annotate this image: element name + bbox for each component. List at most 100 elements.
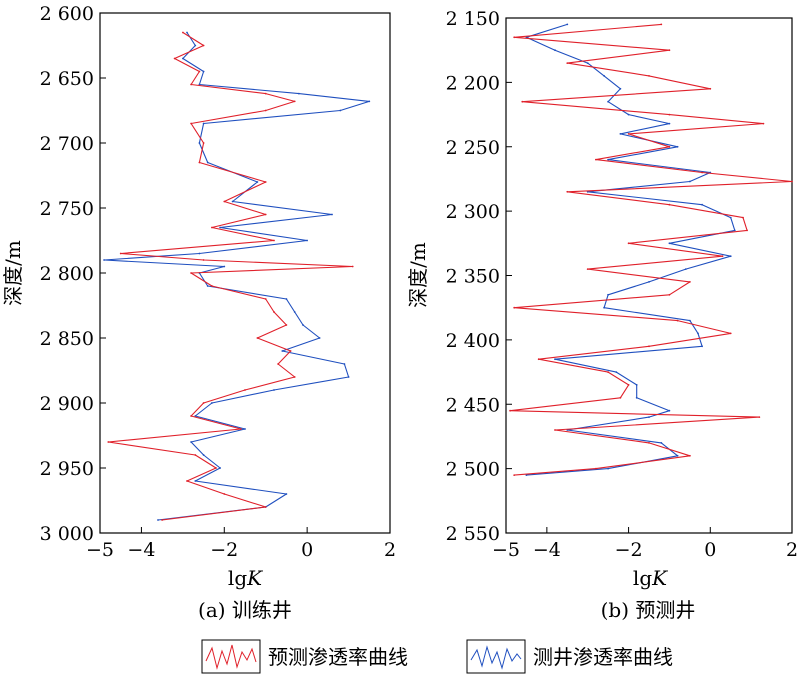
y-tick-label: 2 750 (40, 198, 94, 220)
data-point-predicted (285, 324, 288, 326)
data-point-logged (689, 180, 691, 183)
data-point-predicted (264, 92, 267, 95)
data-point-predicted (619, 396, 622, 399)
data-point-logged (668, 242, 671, 245)
data-point-predicted (202, 44, 205, 47)
y-axis-title: 深度/m (1, 240, 25, 306)
data-point-logged (729, 216, 732, 219)
data-point-predicted (293, 100, 296, 103)
series-line-logged (525, 23, 736, 476)
x-tick-label: −5 (492, 539, 520, 561)
data-point-predicted (676, 319, 679, 322)
data-point-logged (607, 100, 609, 103)
data-point-logged (554, 49, 556, 52)
data-point-predicted (182, 31, 184, 34)
data-point-logged (619, 133, 622, 135)
y-axis-title: 深度/m (406, 242, 430, 308)
data-point-predicted (668, 113, 671, 116)
data-point-logged (206, 285, 209, 287)
data-point-logged (202, 122, 205, 125)
data-point-logged (566, 23, 569, 26)
data-point-predicted (513, 306, 516, 309)
data-point-predicted (701, 171, 703, 174)
data-point-predicted (190, 83, 193, 86)
data-point-logged (318, 337, 321, 339)
series-layer (509, 23, 793, 476)
data-point-logged (368, 100, 371, 103)
y-tick-label: 2 600 (40, 3, 94, 25)
data-point-predicted (119, 252, 122, 255)
data-point-logged (198, 142, 201, 144)
data-point-logged (676, 145, 679, 148)
data-point-logged (689, 319, 691, 322)
ticks-layer: −5 −4 −2 0 2 2 150 2 200 2 250 2 300 2 350 2 400 2 … (446, 8, 798, 561)
data-point-predicted (607, 371, 609, 373)
data-point-logged (648, 281, 650, 283)
data-point-logged (223, 265, 226, 268)
legend-line-logged (470, 645, 522, 670)
data-point-predicted (202, 402, 205, 404)
x-axis-title: lgK (633, 566, 668, 590)
x-axis-title: lgK (228, 566, 263, 590)
data-point-predicted (264, 213, 267, 216)
data-point-logged (186, 31, 188, 34)
y-tick-label: 2 150 (446, 8, 500, 30)
y-tick-label: 3 000 (40, 523, 94, 545)
data-point-logged (615, 371, 618, 373)
data-point-logged (701, 345, 703, 348)
data-point-logged (701, 203, 703, 206)
legend-swatch-predicted (201, 639, 261, 674)
y-tick-label: 2 550 (446, 523, 500, 545)
data-point-predicted (709, 87, 712, 90)
panel-training-well: −5 −4 −2 0 2 2 600 2 650 2 700 2 750 2 800 2 850 2 … (1, 3, 396, 622)
data-point-predicted (264, 506, 267, 508)
data-point-logged (157, 519, 159, 521)
data-point-logged (607, 467, 609, 470)
x-tick-label: 2 (384, 539, 396, 561)
data-point-predicted (240, 428, 242, 430)
y-tick-label: 2 850 (40, 328, 94, 350)
data-point-predicted (194, 454, 197, 456)
legend-swatch-logged (466, 639, 526, 674)
data-point-logged (281, 350, 284, 352)
x-tick-label: 0 (301, 539, 313, 561)
data-point-predicted (668, 293, 671, 296)
panel-caption: (a) 训练井 (198, 598, 292, 622)
data-point-logged (603, 306, 605, 309)
series-line-predicted (107, 32, 354, 521)
data-point-logged (586, 62, 589, 64)
data-point-predicted (273, 311, 275, 313)
y-tick-label: 2 950 (40, 458, 94, 480)
data-point-logged (293, 311, 296, 313)
data-point-predicted (190, 122, 193, 125)
x-tick-label: 2 (786, 539, 798, 561)
data-point-predicted (648, 345, 650, 348)
data-point-logged (676, 454, 679, 457)
data-point-logged (206, 161, 209, 164)
data-point-logged (285, 493, 288, 495)
y-tick-label: 2 800 (40, 263, 94, 285)
legend-label-predicted: 预测渗透率曲线 (268, 645, 408, 669)
data-point-predicted (198, 70, 201, 73)
data-point-predicted (554, 429, 556, 431)
data-point-logged (256, 181, 259, 183)
data-point-logged (298, 92, 300, 95)
data-point-logged (231, 200, 234, 203)
data-point-predicted (190, 415, 193, 417)
data-point-logged (194, 44, 197, 47)
data-point-predicted (186, 480, 188, 482)
data-point-predicted (509, 409, 511, 412)
data-point-logged (302, 324, 304, 326)
y-tick-label: 2 450 (446, 394, 500, 416)
x-tick-label: −5 (86, 539, 114, 561)
data-point-logged (733, 229, 736, 232)
data-point-predicted (190, 272, 193, 274)
data-point-predicted (273, 239, 275, 242)
y-tick-label: 2 200 (446, 72, 500, 94)
x-tick-label: −4 (533, 539, 561, 561)
plot-frame (505, 17, 793, 534)
data-point-predicted (729, 332, 732, 335)
legend-line-predicted (205, 644, 257, 670)
data-point-predicted (721, 255, 724, 258)
